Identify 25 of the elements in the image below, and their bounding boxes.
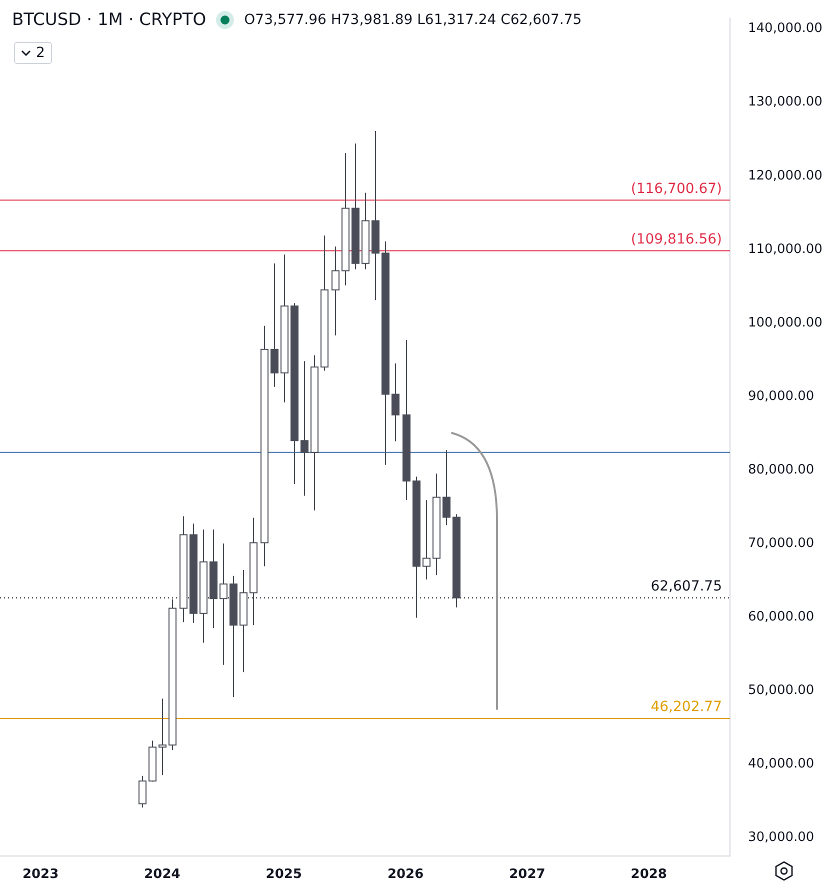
x-tick-label: 2025 <box>266 867 302 882</box>
ref-line-label: 62,607.75 <box>650 578 722 595</box>
x-tick-label: 2024 <box>144 867 180 882</box>
y-tick-label: 60,000.00 <box>748 609 814 624</box>
chart-title: BTCUSD · 1M · CRYPTO <box>12 10 206 30</box>
ref-line-label: 46,202.77 <box>650 699 722 716</box>
x-tick-label: 2026 <box>387 867 424 882</box>
ref-line-label: (116,700.67) <box>630 180 722 197</box>
y-tick-label: 140,000.00 <box>748 21 822 36</box>
y-tick-label: 80,000.00 <box>748 462 814 478</box>
x-tick-label: 2027 <box>509 867 546 882</box>
y-tick-label: 120,000.00 <box>748 168 822 184</box>
ref-line-label: (109,816.56) <box>630 231 722 248</box>
x-tick-label: 2023 <box>22 867 59 882</box>
y-tick-label: 110,000.00 <box>748 242 822 257</box>
y-tick-label: 40,000.00 <box>748 756 814 772</box>
y-tick-label: 30,000.00 <box>748 830 814 845</box>
y-tick-label: 90,000.00 <box>748 388 814 404</box>
y-tick-label: 50,000.00 <box>748 682 814 698</box>
y-tick-label: 70,000.00 <box>748 536 814 551</box>
y-tick-label: 100,000.00 <box>748 315 822 330</box>
x-tick-label: 2028 <box>630 867 667 882</box>
y-tick-label: 130,000.00 <box>748 94 822 110</box>
annotation: 2 <box>36 45 45 61</box>
annotation: O73,577.96 H73,981.89 L61,317.24 C62,607.75 <box>244 12 582 28</box>
